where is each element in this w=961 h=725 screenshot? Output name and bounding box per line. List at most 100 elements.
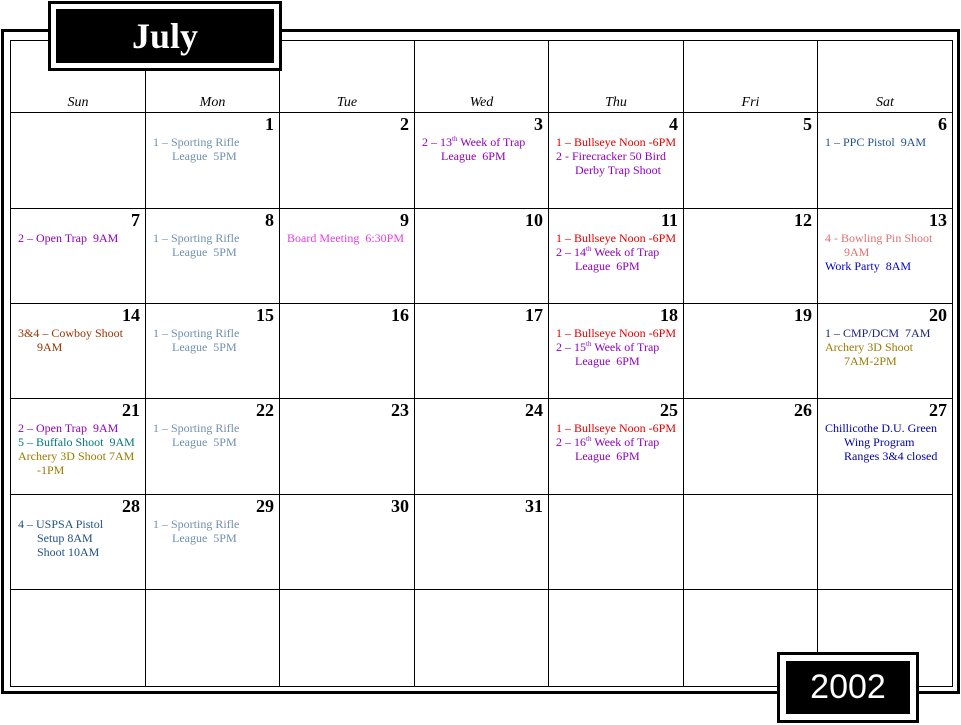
day-number: 4 — [669, 114, 678, 134]
event-text: 2 – 16 — [556, 435, 586, 449]
day-number: 3 — [534, 114, 543, 134]
day-cell: 30 — [280, 495, 415, 590]
day-number: 10 — [525, 210, 543, 230]
day-cell: 24 — [415, 399, 549, 495]
day-cell: 16 — [280, 304, 415, 399]
event-line: League 5PM — [172, 435, 237, 449]
weekday-header: Wed — [415, 41, 549, 113]
day-cell: 22 1 – Sporting Rifle League 5PM — [146, 399, 280, 495]
weekday-label: Mon — [199, 95, 226, 110]
event-line: 4 - Bowling Pin Shoot — [825, 231, 933, 245]
event-line: 1 – PPC Pistol 9AM — [825, 135, 927, 149]
event-line: 2 – Open Trap 9AM — [18, 231, 119, 245]
day-cell: 18 1 – Bullseye Noon -6PM 2 – 15th Week of… — [549, 304, 684, 399]
day-number: 17 — [525, 305, 543, 325]
event-line: League 6PM — [441, 149, 506, 163]
event-line: 1 – Sporting Rifle — [153, 517, 240, 531]
day-number: 7 — [131, 210, 140, 230]
events: 3&4 – Cowboy Shoot 9AM — [18, 326, 123, 354]
day-number: 5 — [803, 114, 812, 134]
day-number: 12 — [794, 210, 812, 230]
event-line: 1 – CMP/DCM 7AM — [825, 326, 931, 340]
event-superscript: th — [452, 135, 458, 143]
event-line: League 6PM — [575, 354, 640, 368]
month-label-bg: July — [56, 9, 274, 63]
event-line: 4 – USPSA Pistol — [18, 517, 104, 531]
day-cell: 1 1 – Sporting Rifle League 5PM — [146, 113, 280, 209]
events: 2 – Open Trap 9AM — [18, 231, 118, 245]
event-text: 2 – 14 — [556, 245, 586, 259]
day-number: 18 — [660, 305, 678, 325]
event-text: Week of Trap — [591, 245, 660, 259]
event-line: 3&4 – Cowboy Shoot — [18, 326, 124, 340]
weekday-header: Tue — [280, 41, 415, 113]
event-line: Derby Trap Shoot — [575, 163, 662, 177]
event-line: 5 – Buffalo Shoot 9AM — [18, 435, 135, 449]
event-line: Archery 3D Shoot — [825, 340, 913, 354]
event-superscript: th — [586, 245, 592, 253]
event-superscript: th — [586, 435, 592, 443]
event-text: 2 – 13 — [422, 135, 452, 149]
event-line: 2 – Open Trap 9AM — [18, 421, 119, 435]
events: 1 – CMP/DCM 7AM Archery 3D Shoot 7AM-2PM — [825, 326, 930, 368]
day-cell — [146, 590, 280, 687]
outer-frame — [1, 29, 960, 694]
events: 1 – Sporting Rifle League 5PM — [153, 517, 239, 545]
day-cell — [818, 495, 953, 590]
day-cell: 14 3&4 – Cowboy Shoot 9AM — [11, 304, 146, 399]
event-line: 1 – Bullseye Noon -6PM — [556, 421, 676, 435]
day-number: 22 — [256, 400, 274, 420]
event-line: 1 – Sporting Rifle — [153, 135, 240, 149]
year-title: 2002 — [810, 668, 886, 706]
day-cell: 7 2 – Open Trap 9AM — [11, 209, 146, 304]
events: 1 – Bullseye Noon -6PM 2 – 16th Week of T… — [556, 421, 676, 463]
events: 2 – Open Trap 9AM 5 – Buffalo Shoot 9AM Ar… — [18, 421, 135, 477]
event-line: 2 – 13th Week of Trap — [422, 135, 525, 149]
event-line: 2 – 15th Week of Trap — [556, 340, 676, 354]
events: 1 – Sporting Rifle League 5PM — [153, 326, 239, 354]
day-cell: 9 Board Meeting 6:30PM — [280, 209, 415, 304]
day-cell: 12 — [684, 209, 818, 304]
event-line: League 5PM — [172, 531, 237, 545]
day-cell: 20 1 – CMP/DCM 7AM Archery 3D Shoot 7AM-2PM — [818, 304, 953, 399]
weekday-header: Sun — [11, 41, 146, 113]
event-text: Week of Trap — [457, 135, 526, 149]
day-cell — [684, 590, 818, 687]
event-text: 2 – 15 — [556, 340, 586, 354]
events: 1 – Bullseye Noon -6PM 2 - Firecracker 50… — [556, 135, 676, 177]
day-number: 28 — [122, 496, 140, 516]
day-cell: 26 — [684, 399, 818, 495]
event-line: League 5PM — [172, 149, 237, 163]
weekday-label: Tue — [336, 95, 358, 110]
events: 2 – 13th Week of Trap League 6PM — [422, 135, 525, 163]
event-line: 2 – 14th Week of Trap — [556, 245, 676, 259]
event-line: Archery 3D Shoot 7AM — [18, 449, 135, 463]
day-cell — [549, 495, 684, 590]
day-number: 23 — [391, 400, 409, 420]
day-number: 21 — [122, 400, 140, 420]
events: Chillicothe D.U. Green Wing Program Ranges… — [825, 421, 937, 463]
event-line: 9AM — [844, 245, 870, 259]
day-number: 19 — [794, 305, 812, 325]
weekday-label: Sun — [67, 95, 89, 110]
events: 1 – Sporting Rifle League 5PM — [153, 231, 239, 259]
day-number: 13 — [929, 210, 947, 230]
weekday-header: Sat — [818, 41, 953, 113]
event-line: 7AM-2PM — [844, 354, 897, 368]
event-text: Week of Trap — [591, 340, 660, 354]
event-line: -1PM — [37, 463, 65, 477]
month-title: July — [131, 16, 199, 56]
event-line: 2 – 16th Week of Trap — [556, 435, 676, 449]
day-number: 6 — [938, 114, 947, 134]
event-line: Chillicothe D.U. Green — [825, 421, 937, 435]
events: 4 - Bowling Pin Shoot 9AM Work Party 8AM — [825, 231, 932, 273]
day-cell: 27 Chillicothe D.U. Green Wing Program Rang… — [818, 399, 953, 495]
events: 4 – USPSA Pistol Setup 8AM Shoot 10AM — [18, 517, 103, 559]
day-cell — [684, 495, 818, 590]
events: 1 – PPC Pistol 9AM — [825, 135, 926, 149]
day-cell: 25 1 – Bullseye Noon -6PM 2 – 16th Week of… — [549, 399, 684, 495]
day-number: 1 — [265, 114, 274, 134]
day-number: 14 — [122, 305, 140, 325]
